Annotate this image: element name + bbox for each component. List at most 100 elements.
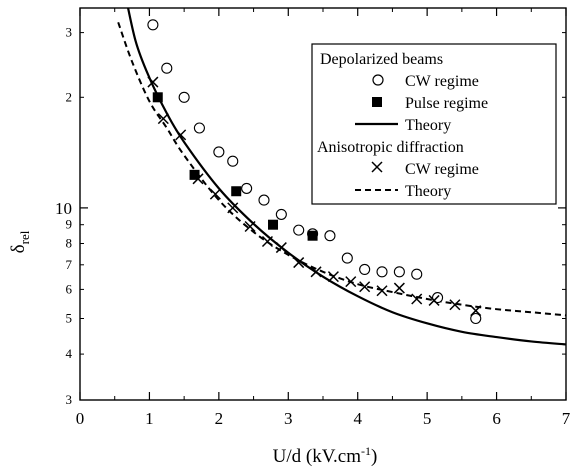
cw-anisotropic-point bbox=[359, 281, 371, 293]
legend: Depolarized beams CW regime Pulse regime… bbox=[311, 43, 557, 205]
cross-stroke bbox=[393, 282, 405, 294]
cw-anisotropic-point bbox=[393, 282, 405, 294]
x-axis-title: U/d (kV.cm-1) bbox=[273, 444, 378, 467]
cw-anisotropic-point bbox=[411, 293, 423, 305]
legend-circle-marker bbox=[372, 74, 384, 86]
cross-stroke bbox=[209, 188, 221, 200]
cross-stroke bbox=[244, 220, 256, 233]
cw-depolarized-point bbox=[376, 266, 388, 278]
x-axis-title-close: ) bbox=[371, 446, 377, 467]
y-tick-label: 10 bbox=[55, 199, 72, 218]
legend-box bbox=[311, 43, 557, 205]
cw-anisotropic-point bbox=[449, 299, 461, 311]
cw-anisotropic-point bbox=[227, 202, 239, 214]
y-tick-label: 2 bbox=[66, 89, 73, 104]
y-tick-label: 5 bbox=[66, 310, 73, 325]
cross-stroke bbox=[359, 281, 371, 293]
legend-item-pulse-label: Pulse regime bbox=[405, 95, 488, 112]
x-tick-label: 1 bbox=[145, 409, 154, 428]
pulse-point bbox=[152, 92, 163, 103]
cross-stroke bbox=[310, 266, 322, 278]
y-tick-label: 7 bbox=[66, 257, 73, 272]
cw-depolarized-point bbox=[213, 146, 225, 158]
cw-depolarized-point bbox=[275, 208, 287, 220]
cw-anisotropic-point bbox=[470, 305, 482, 317]
legend-item-cw-circle-label: CW regime bbox=[405, 73, 479, 90]
x-tick-label: 6 bbox=[492, 409, 501, 428]
x-tick-label: 4 bbox=[353, 409, 362, 428]
plot-axes: 0 1 2 3 4 5 6 7 3 4 5 6 7 8 910 2 3 bbox=[55, 7, 571, 428]
cw-depolarized-point bbox=[193, 122, 205, 134]
y-axis-title-sub: rel bbox=[17, 230, 32, 244]
cross-stroke bbox=[227, 202, 239, 214]
y-tick-label: 9 bbox=[66, 217, 73, 232]
cw-anisotropic-point bbox=[376, 285, 388, 297]
x-tick-label: 2 bbox=[215, 409, 224, 428]
cw-anisotropic-point bbox=[293, 257, 305, 269]
cross-stroke bbox=[157, 113, 169, 125]
cross-stroke bbox=[449, 299, 461, 311]
cw-depolarized-point bbox=[411, 268, 423, 280]
pulse-point bbox=[307, 230, 318, 241]
cross-stroke bbox=[175, 129, 187, 141]
legend-item-cw-cross-label: CW regime bbox=[405, 161, 479, 178]
y-tick-label: 8 bbox=[66, 235, 73, 250]
cw-depolarized-point bbox=[293, 224, 305, 236]
cw-anisotropic-point bbox=[327, 271, 339, 283]
cw-anisotropic-point bbox=[157, 113, 169, 125]
x-axis-title-sup: -1 bbox=[361, 444, 371, 458]
x-tick-label: 5 bbox=[423, 409, 432, 428]
cw-depolarized-point bbox=[324, 230, 336, 242]
cross-stroke bbox=[147, 76, 159, 88]
y-axis-title-main: δ bbox=[8, 244, 29, 253]
legend-item-theory-dashed-label: Theory bbox=[405, 183, 451, 200]
x-tick-label: 3 bbox=[284, 409, 293, 428]
cw-anisotropic-point bbox=[261, 235, 273, 248]
data-markers bbox=[147, 19, 482, 325]
cw-anisotropic-point bbox=[244, 220, 256, 233]
pulse-point bbox=[268, 219, 279, 230]
cw-depolarized-point bbox=[341, 252, 353, 264]
cross-stroke bbox=[293, 257, 305, 269]
legend-cross-marker bbox=[371, 161, 383, 173]
cw-anisotropic-point bbox=[428, 294, 440, 306]
legend-group1-title: Depolarized beams bbox=[320, 51, 443, 68]
cross-stroke bbox=[428, 294, 440, 306]
cw-anisotropic-point bbox=[345, 276, 357, 288]
cw-depolarized-point bbox=[393, 266, 405, 278]
legend-square-marker bbox=[372, 97, 382, 107]
y-axis-title: δrel bbox=[8, 230, 32, 253]
cw-anisotropic-point bbox=[175, 129, 187, 141]
cw-depolarized-point bbox=[258, 194, 270, 206]
y-tick-label: 6 bbox=[66, 281, 73, 296]
y-tick-label: 4 bbox=[66, 346, 73, 361]
svg-text:δrel: δrel bbox=[8, 230, 32, 253]
cw-anisotropic-point bbox=[192, 173, 204, 185]
cross-stroke bbox=[470, 305, 482, 317]
y-tick-label: 3 bbox=[66, 25, 73, 40]
svg-text:U/d (kV.cm-1): U/d (kV.cm-1) bbox=[273, 444, 378, 467]
cw-depolarized-point bbox=[241, 182, 253, 194]
cross-stroke bbox=[345, 276, 357, 288]
cw-depolarized-point bbox=[147, 19, 159, 31]
cw-depolarized-point bbox=[359, 263, 371, 275]
cw-depolarized-point bbox=[227, 155, 239, 167]
x-tick-label: 0 bbox=[76, 409, 85, 428]
cw-depolarized-point bbox=[178, 91, 190, 103]
x-tick-label: 7 bbox=[562, 409, 571, 428]
pulse-point bbox=[231, 186, 242, 197]
cw-depolarized-point bbox=[470, 312, 482, 325]
y-tick-label: 3 bbox=[66, 392, 73, 407]
x-axis-title-main: U/d (kV.cm bbox=[273, 446, 362, 467]
cross-stroke bbox=[376, 285, 388, 297]
cross-stroke bbox=[261, 235, 273, 248]
cross-stroke bbox=[411, 293, 423, 305]
cw-anisotropic-point bbox=[275, 242, 287, 254]
cross-stroke bbox=[327, 271, 339, 283]
cw-anisotropic-point bbox=[310, 266, 322, 278]
cw-depolarized-point bbox=[161, 62, 173, 74]
legend-item-theory-solid-label: Theory bbox=[405, 117, 451, 134]
cross-stroke bbox=[275, 242, 287, 254]
cross-stroke bbox=[192, 173, 204, 185]
